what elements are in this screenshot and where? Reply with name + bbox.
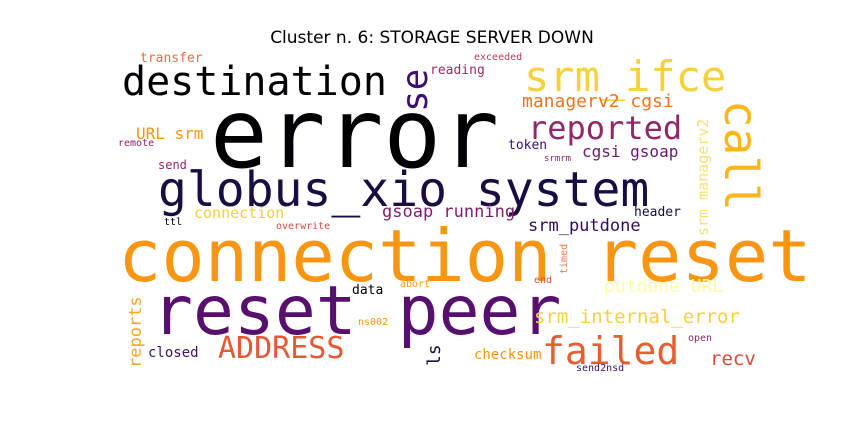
word-address: ADDRESS [218,331,345,366]
word-gsoap-running: gsoap running [382,202,516,222]
word-failed: failed [542,329,680,373]
word-connection-reset: connection reset [118,214,812,298]
word-globus-xio-system: globus_xio system [158,162,650,218]
word-token: token [508,138,548,153]
word-reported: reported [528,109,683,147]
word-abort: abort [400,279,431,290]
word-ns002: ns002 [358,317,389,328]
word-reports: reports [126,296,146,368]
word-checksum: checksum [474,347,542,363]
word-send: send [158,158,187,172]
word-srmrm: srmrm [544,154,572,164]
word-srm-internal-error: srm_internal_error [534,306,740,328]
word-send2nsd: send2nsd [576,363,625,374]
word-overwrite: overwrite [276,221,331,232]
word-url-srm: URL srm [136,124,204,143]
word-error: error [210,78,499,190]
word-putdone-url: putdone URL [604,276,724,297]
word-timed: timed [559,243,570,274]
word-call: call [714,100,768,211]
word-reading: reading [430,63,485,78]
word-transfer: transfer [140,51,203,66]
word-ls: ls [424,344,445,366]
word-reset-peer: reset peer [152,272,562,351]
word-closed: closed [148,345,199,361]
word-srm-putdone: srm_putdone [528,216,641,236]
word-end: end [534,275,553,286]
word-header: header [634,205,681,220]
word-connection: connection [194,204,285,222]
word-srm-managerv2: srm managerv2 [694,118,712,236]
word-cloud: error connection reset reset peer globus… [118,48,812,378]
word-ttl: ttl [164,217,183,228]
word-recv: recv [710,348,756,370]
word-srm-ifce: srm_ifce [524,52,727,101]
word-managerv2-cgsi: managerv2 cgsi [522,91,674,112]
word-cgsi-gsoap: cgsi gsoap [582,142,679,161]
word-se: se [395,68,436,112]
word-exceeded: exceeded [474,52,523,63]
word-data: data [352,283,384,298]
word-destination: destination [122,59,387,105]
word-remote: remote [118,138,155,149]
word-open: open [688,333,713,344]
chart-title: Cluster n. 6: STORAGE SERVER DOWN [270,28,594,48]
